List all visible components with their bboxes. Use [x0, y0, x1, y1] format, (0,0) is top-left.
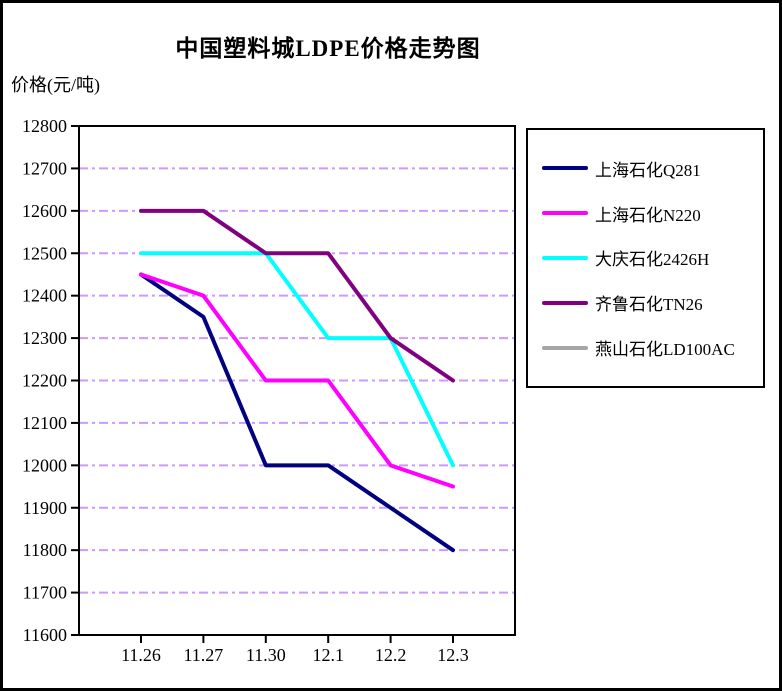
y-tick-label: 12300: [22, 328, 67, 348]
legend-label: 燕山石化LD100AC: [595, 340, 735, 360]
legend-swatch: [542, 345, 588, 350]
price-chart: 12800 12700 12600 12500 12400 12300 12200 12100…: [22, 116, 516, 665]
x-tick-label: 11.27: [183, 645, 223, 665]
x-tick-label: 12.2: [375, 645, 407, 665]
y-tick-label: 12200: [22, 371, 67, 391]
y-tick-label: 12800: [22, 116, 67, 136]
chart-title: 中国塑料城LDPE价格走势图: [175, 36, 481, 61]
legend-item: 大庆石化2426H: [528, 245, 763, 270]
y-tick-label: 11900: [23, 498, 67, 518]
legend-swatch: [542, 255, 588, 260]
y-tick-label: 12000: [22, 455, 67, 475]
x-tick-label: 12.1: [312, 645, 344, 665]
legend-swatch: [542, 166, 588, 171]
y-tick-label: 12700: [22, 158, 67, 178]
y-tick-label: 12400: [22, 286, 67, 306]
x-tick-label: 11.26: [121, 645, 161, 665]
series-line: [139, 272, 455, 553]
legend-item: 上海石化Q281: [528, 156, 763, 181]
legend-item: 上海石化N220: [528, 201, 763, 226]
legend-label: 上海石化Q281: [595, 160, 701, 180]
y-tick-label: 12600: [22, 201, 67, 221]
chart-legend: 上海石化Q281 上海石化N220 大庆石化2426H 齐鲁石化TN26 燕山石化LD1…: [526, 128, 765, 388]
legend-label: 大庆石化2426H: [595, 250, 710, 270]
series-line: [139, 272, 455, 489]
legend-swatch: [542, 300, 588, 305]
legend-item: 燕山石化LD100AC: [528, 335, 763, 360]
series-line: [139, 251, 455, 468]
series-line: [139, 208, 455, 383]
legend-swatch: [542, 211, 588, 216]
y-axis-title: 价格(元/吨): [11, 75, 100, 95]
legend-label: 齐鲁石化TN26: [595, 295, 703, 315]
x-tick-label: 11.30: [246, 645, 286, 665]
y-tick-label: 12500: [22, 243, 67, 263]
y-tick-label: 11700: [23, 583, 67, 603]
x-tick-label: 12.3: [437, 645, 469, 665]
y-tick-label: 11600: [23, 625, 67, 645]
legend-label: 上海石化N220: [595, 205, 701, 225]
y-tick-label: 12100: [22, 413, 67, 433]
y-tick-label: 11800: [23, 540, 67, 560]
legend-item: 齐鲁石化TN26: [528, 290, 763, 315]
